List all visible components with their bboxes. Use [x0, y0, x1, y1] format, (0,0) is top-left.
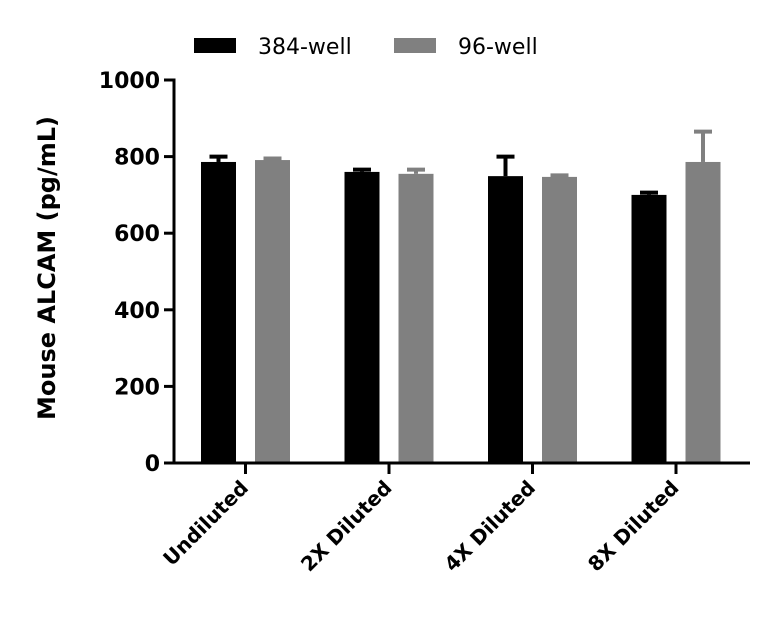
bar-384-well-8x-diluted [631, 190, 667, 463]
legend-swatch [194, 38, 236, 53]
bar [488, 176, 523, 463]
bar-96-well-2x-diluted [398, 167, 434, 463]
y-tick-label: 0 [145, 452, 160, 477]
bar [255, 160, 290, 463]
x-tick-label: 4X Diluted [439, 476, 540, 577]
y-tick-label: 400 [114, 299, 160, 324]
y-axis-title: Mouse ALCAM (pg/mL) [33, 116, 61, 420]
legend: 384-well 96-well [194, 35, 538, 60]
x-tick-label: 2X Diluted [296, 476, 397, 577]
bar-384-well-undiluted [201, 154, 236, 463]
bar [685, 161, 721, 463]
legend-label: 384-well [258, 35, 352, 60]
y-tick-label: 200 [114, 375, 160, 400]
legend-label: 96-well [458, 35, 538, 60]
bars [201, 129, 721, 464]
bar [542, 176, 577, 464]
x-tick-label: Undiluted [158, 476, 253, 571]
y-tick-label: 600 [114, 222, 160, 247]
bar [398, 173, 434, 463]
bar-96-well-8x-diluted [685, 129, 721, 463]
bar [201, 161, 236, 463]
bar-384-well-4x-diluted [488, 154, 523, 463]
x-tick-label: 8X Diluted [583, 476, 684, 577]
bar-96-well-4x-diluted [542, 173, 577, 464]
legend-item: 384-well [194, 35, 352, 60]
legend-item: 96-well [394, 35, 538, 60]
y-tick-label: 800 [114, 146, 160, 171]
bar [344, 171, 380, 464]
legend-swatch [394, 38, 436, 53]
bar-96-well-undiluted [255, 156, 290, 463]
y-tick-label: 1000 [99, 69, 160, 94]
bar [631, 194, 667, 463]
bar-384-well-2x-diluted [344, 167, 380, 464]
